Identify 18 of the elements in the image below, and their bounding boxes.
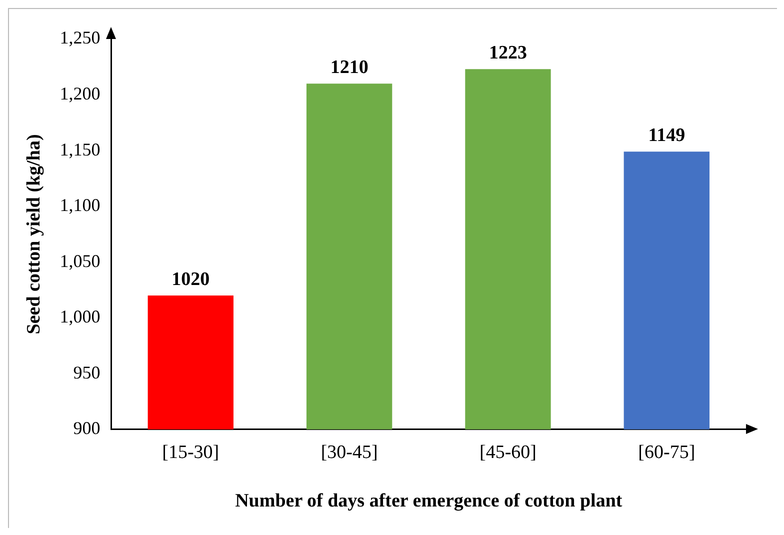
x-tick-label: [60-75] — [638, 442, 696, 463]
data-label: 1020 — [172, 268, 210, 290]
x-tick-label: [45-60] — [479, 442, 536, 463]
y-tick-label: 1,250 — [60, 28, 100, 48]
y-tick-label: 900 — [73, 418, 100, 438]
y-axis-title: Seed cotton yield (kg/ha) — [23, 134, 44, 334]
y-tick-label: 1,100 — [60, 195, 100, 216]
y-tick-label: 1,150 — [60, 139, 100, 160]
y-tick-label: 1,000 — [60, 306, 100, 327]
x-axis-title: Number of days after emergence of cotton plant — [235, 490, 623, 512]
y-tick-label: 1,050 — [60, 250, 100, 271]
y-tick-label: 950 — [73, 362, 100, 382]
data-label: 1149 — [648, 125, 686, 146]
y-tick-label: 1,200 — [60, 84, 100, 104]
x-tick-label: [15-30] — [162, 442, 220, 463]
x-tick-label: [30-45] — [320, 442, 378, 463]
data-label: 1210 — [330, 57, 368, 78]
data-label: 1223 — [488, 42, 527, 64]
